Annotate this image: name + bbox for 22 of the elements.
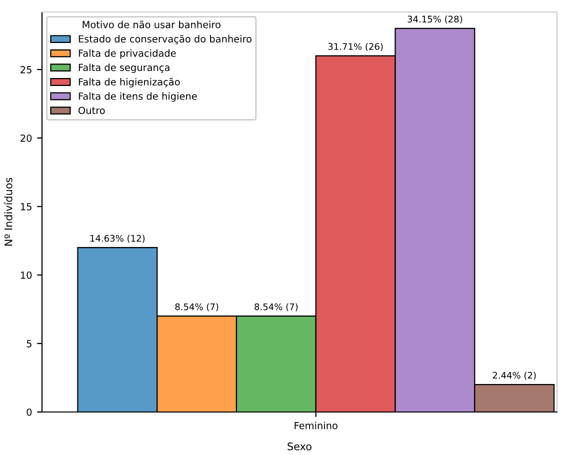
x-tick-label: Feminino (294, 422, 338, 430)
data-label: 34.15% (28) (408, 16, 462, 24)
legend-label: Falta de itens de higiene (78, 92, 197, 102)
legend-label: Falta de higienização (78, 78, 180, 88)
y-tick-label: 5 (26, 340, 32, 348)
legend-label: Outro (78, 106, 105, 114)
y-tick-label: 25 (20, 66, 32, 74)
legend-label: Estado de conservação do banheiro (78, 34, 252, 44)
legend-label: Falta de segurança (78, 64, 170, 73)
legend-title: Motivo de não usar banheiro (82, 20, 220, 28)
x-axis-title: Sexo (288, 442, 312, 450)
legend-label: Falta de privacidade (78, 49, 176, 59)
y-axis-title: Nº Indivíduos (4, 178, 12, 246)
data-label: 31.71% (26) (328, 42, 383, 51)
y-tick-label: 20 (20, 134, 32, 142)
data-label: 2.44% (2) (492, 372, 536, 380)
data-label: 8.54% (7) (175, 303, 218, 312)
y-tick-label: 0 (26, 408, 32, 416)
y-tick-label: 10 (20, 271, 32, 279)
y-tick-label: 15 (20, 203, 32, 210)
data-label: 14.63% (12) (90, 234, 145, 243)
data-label: 8.54% (7) (254, 303, 298, 312)
